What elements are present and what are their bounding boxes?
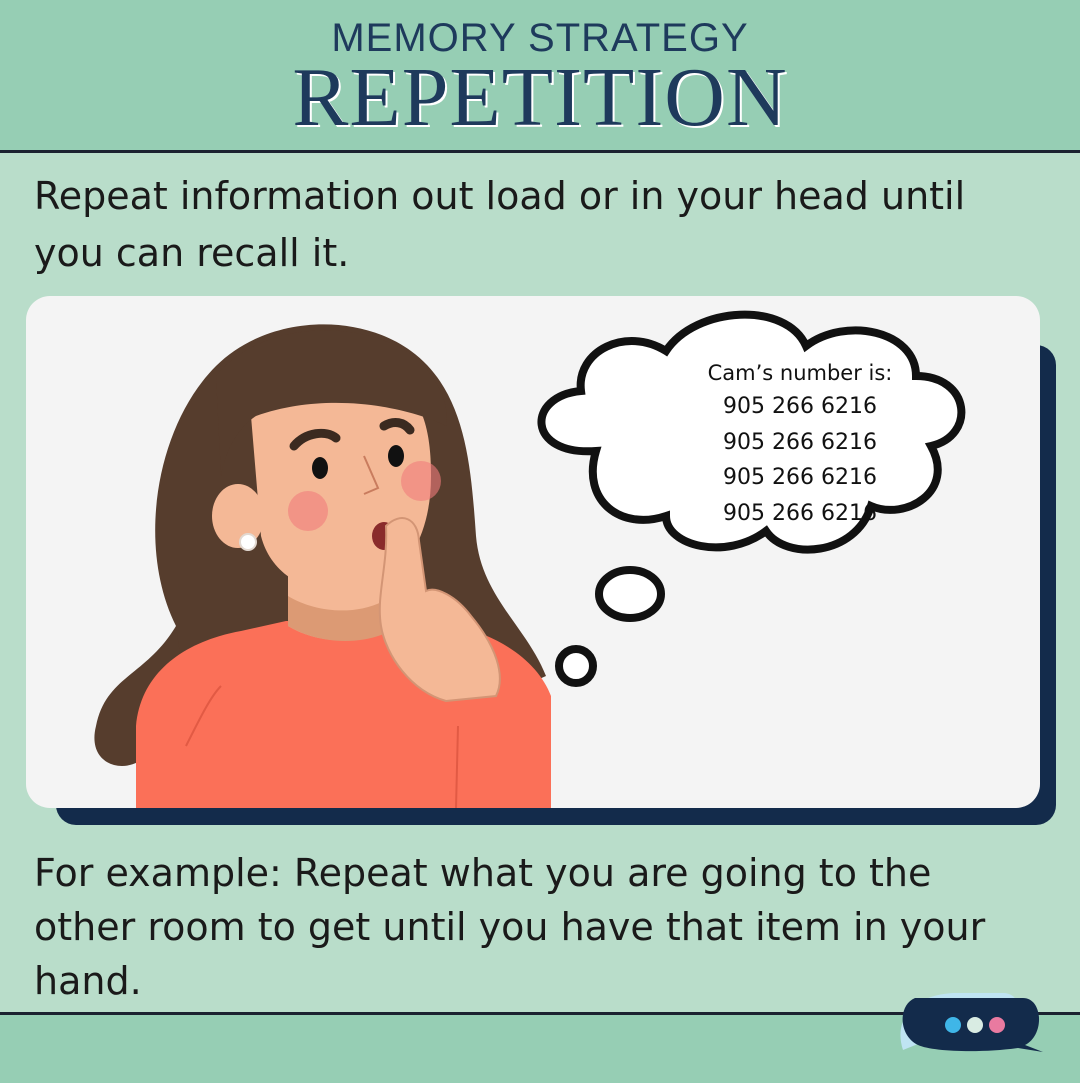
- illustration-card: [26, 296, 1040, 808]
- thought-label: Cam’s number is:: [707, 361, 893, 385]
- example-text: For example: Repeat what you are going t…: [34, 851, 986, 1003]
- intro-text: Repeat information out load or in your h…: [34, 174, 966, 275]
- thought-bubble-text: Cam’s number is: 905 266 6216 905 266 62…: [660, 357, 940, 531]
- dot-white-icon: [967, 1017, 983, 1033]
- thinking-woman-illustration: [94, 310, 966, 808]
- footer-banner: [0, 1012, 1080, 1083]
- dot-blue-icon: [945, 1017, 961, 1033]
- header-banner: MEMORY STRATEGY REPETITION: [0, 0, 1080, 153]
- phone-number: 905 266 6216: [723, 465, 877, 490]
- phone-number: 905 266 6216: [723, 429, 877, 455]
- chat-bubble-icon: [900, 993, 1043, 1052]
- page-title: REPETITION: [292, 51, 788, 144]
- dot-pink-icon: [989, 1017, 1005, 1033]
- phone-number: 905 266 6216: [723, 500, 877, 526]
- phone-number: 905 266 6216: [723, 394, 877, 419]
- header-subtitle: MEMORY STRATEGY: [331, 16, 749, 60]
